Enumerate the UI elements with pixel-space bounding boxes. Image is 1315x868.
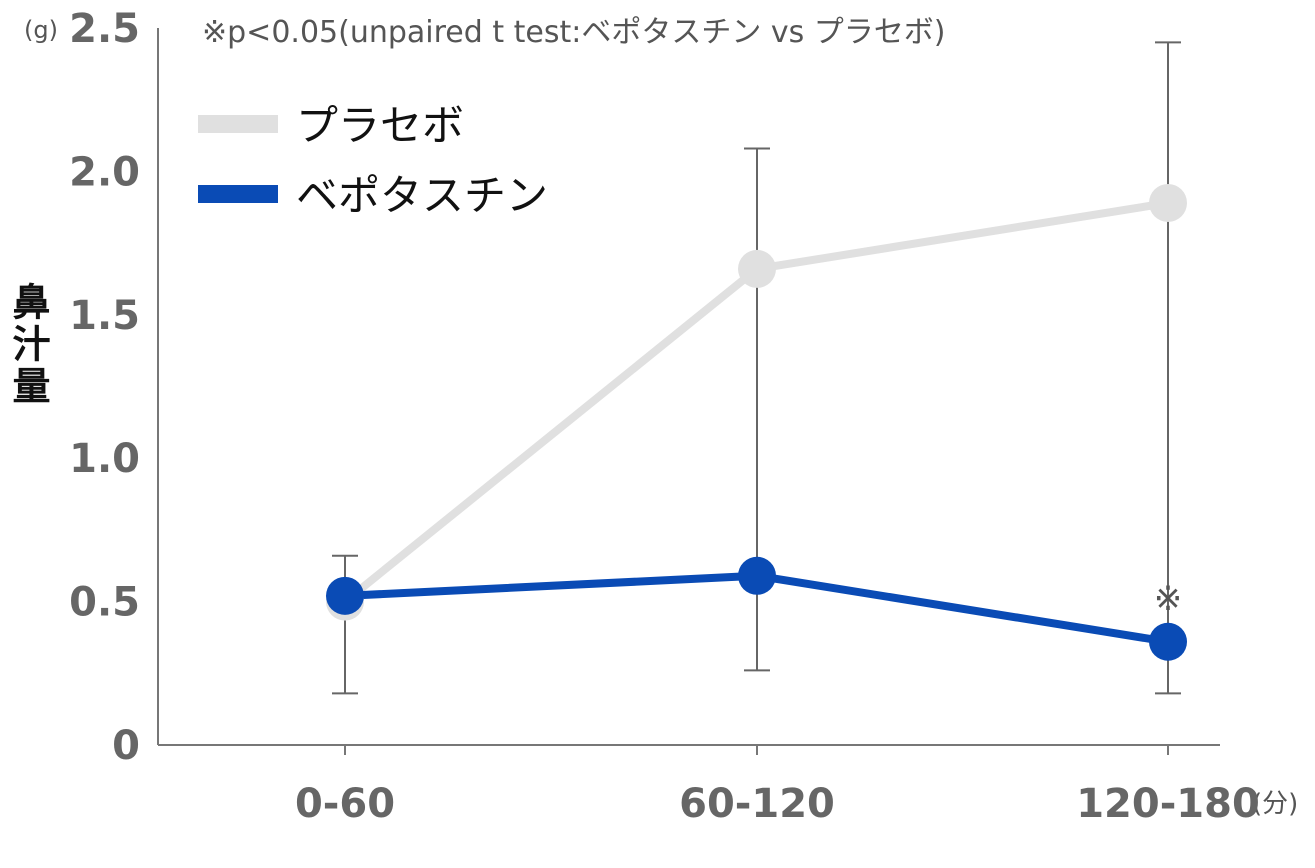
legend-swatch-bepotastine	[198, 185, 278, 203]
y-ticks: 0 0.5 1.0 1.5 2.0 2.5	[69, 6, 140, 769]
y-tick-label: 1.0	[69, 436, 140, 482]
data-point-placebo	[1149, 183, 1187, 222]
x-ticks: 0-60 60-120 120-180	[295, 745, 1260, 827]
data-point-bepotastine	[1149, 622, 1187, 661]
data-point-bepotastine	[738, 556, 776, 595]
y-tick-label: 0	[112, 723, 140, 769]
significance-note: ※p<0.05(unpaired t test:ベポタスチン vs プラセボ)	[202, 15, 946, 50]
legend-label-placebo: プラセボ	[296, 101, 464, 150]
legend-label-bepotastine: ベポタスチン	[296, 171, 548, 220]
significance-mark: ※	[1154, 579, 1183, 619]
legend-swatch-placebo	[198, 115, 278, 133]
x-tick-label: 60-120	[679, 781, 835, 827]
series-points	[326, 183, 1187, 661]
x-tick-label: 120-180	[1076, 781, 1260, 827]
annotations: ※	[1154, 579, 1183, 619]
y-tick-label: 1.5	[69, 293, 140, 339]
y-tick-label: 2.5	[69, 6, 140, 52]
x-unit-label: (分)	[1252, 789, 1298, 819]
data-point-placebo	[738, 249, 776, 288]
y-tick-label: 2.0	[69, 149, 140, 195]
x-tick-label: 0-60	[295, 781, 395, 827]
legend: プラセボ ベポタスチン	[198, 101, 548, 220]
data-point-bepotastine	[326, 576, 364, 615]
y-tick-label: 0.5	[69, 580, 140, 626]
y-axis-title: 鼻汁量	[6, 282, 50, 408]
y-unit-label: (g)	[24, 16, 58, 44]
